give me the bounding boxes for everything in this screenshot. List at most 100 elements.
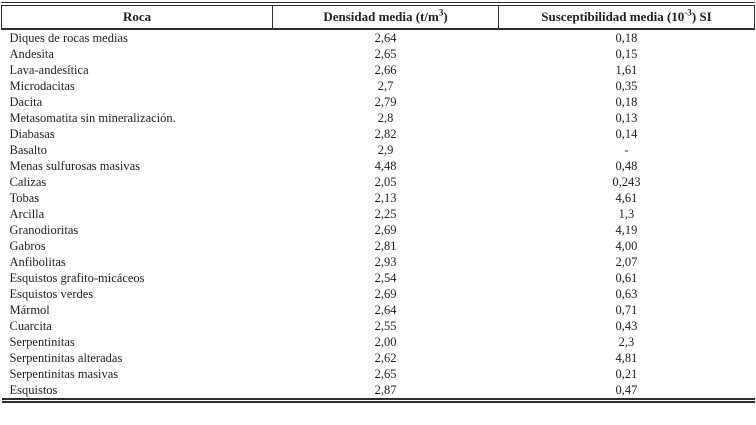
table-row: Microdacitas 2,7 0,35 [2, 78, 755, 94]
cell-roca: Arcilla [9, 207, 45, 221]
cell-susceptibilidad: 4,81 [615, 351, 638, 365]
table-row: Calizas 2,05 0,243 [2, 174, 755, 190]
table-row: Arcilla 2,25 1,3 [2, 206, 755, 222]
cell-roca: Mármol [9, 303, 50, 317]
table-row: Serpentinitas 2,00 2,3 [2, 334, 755, 350]
header-densidad: Densidad media (t/m3) [272, 4, 499, 30]
cell-densidad: 2,66 [374, 63, 397, 77]
cell-susceptibilidad: 2,3 [618, 335, 635, 349]
cell-susceptibilidad: 0,21 [615, 367, 638, 381]
cell-roca: Metasomatita sin mineralización. [9, 111, 176, 125]
cell-susceptibilidad: 4,00 [615, 239, 638, 253]
header-densidad-label: Densidad media (t/m [323, 9, 439, 24]
cell-roca: Calizas [9, 175, 47, 189]
header-roca-label: Roca [122, 9, 152, 24]
cell-densidad: 2,69 [374, 287, 397, 301]
cell-susceptibilidad: 4,61 [615, 191, 638, 205]
table-row: Mármol 2,64 0,71 [2, 302, 755, 318]
cell-densidad: 2,64 [374, 303, 397, 317]
header-susceptibilidad-label: Susceptibilidad media (10 [541, 9, 685, 24]
cell-susceptibilidad: 0,18 [615, 95, 638, 109]
table-row: Diques de rocas medias 2,64 0,18 [2, 29, 755, 46]
cell-susceptibilidad: 0,71 [615, 303, 638, 317]
cell-densidad: 2,82 [374, 127, 397, 141]
table-row: Serpentinitas alteradas 2,62 4,81 [2, 350, 755, 366]
header-densidad-sup: 3 [438, 7, 444, 18]
table-row: Anfibolitas 2,93 2,07 [2, 254, 755, 270]
cell-densidad: 2,93 [374, 255, 397, 269]
cell-densidad: 2,81 [374, 239, 397, 253]
cell-susceptibilidad: 0,243 [612, 175, 641, 189]
cell-densidad: 2,9 [377, 143, 394, 157]
header-row: Roca Densidad media (t/m3) Susceptibilid… [0, 4, 756, 30]
cell-densidad: 2,25 [374, 207, 397, 221]
cell-susceptibilidad: 0,18 [615, 31, 638, 45]
cell-roca: Cuarcita [9, 319, 52, 333]
cell-susceptibilidad: 0,43 [615, 319, 638, 333]
cell-susceptibilidad: 1,61 [615, 63, 638, 77]
table-row: Dacita 2,79 0,18 [2, 94, 755, 110]
cell-susceptibilidad: 2,07 [615, 255, 638, 269]
cell-roca: Diques de rocas medias [9, 31, 128, 45]
table-row: Tobas 2,13 4,61 [2, 190, 755, 206]
table-row: Esquistos 2,87 0,47 [2, 382, 755, 401]
cell-roca: Lava-andesítica [9, 63, 89, 77]
cell-roca: Gabros [9, 239, 46, 253]
header-susceptibilidad: Susceptibilidad media (10-3) SI [497, 4, 756, 30]
table-row: Metasomatita sin mineralización. 2,8 0,1… [2, 110, 755, 126]
cell-densidad: 2,00 [374, 335, 397, 349]
cell-susceptibilidad: 0,13 [615, 111, 638, 125]
table-row: Serpentinitas masivas 2,65 0,21 [2, 366, 755, 382]
cell-roca: Serpentinitas masivas [9, 367, 119, 381]
cell-susceptibilidad: - [624, 143, 629, 157]
header-susceptibilidad-sup: -3 [684, 7, 692, 18]
cell-densidad: 2,65 [374, 367, 397, 381]
table-row: Menas sulfurosas masivas 4,48 0,48 [2, 158, 755, 174]
cell-roca: Andesita [9, 47, 54, 61]
cell-densidad: 2,64 [374, 31, 397, 45]
cell-susceptibilidad: 0,47 [615, 383, 638, 397]
cell-susceptibilidad: 0,48 [615, 159, 638, 173]
table-row: Cuarcita 2,55 0,43 [2, 318, 755, 334]
cell-densidad: 4,48 [374, 159, 397, 173]
table-row: Granodioritas 2,69 4,19 [2, 222, 755, 238]
cell-densidad: 2,69 [374, 223, 397, 237]
cell-densidad: 2,05 [374, 175, 397, 189]
cell-roca: Diabasas [9, 127, 55, 141]
header-densidad-close: ) [443, 9, 448, 24]
cell-densidad: 2,54 [374, 271, 397, 285]
cell-susceptibilidad: 0,61 [615, 271, 638, 285]
cell-roca: Serpentinitas alteradas [9, 351, 123, 365]
cell-roca: Tobas [9, 191, 40, 205]
table-row: Esquistos grafito-micáceos 2,54 0,61 [2, 270, 755, 286]
cell-densidad: 2,62 [374, 351, 397, 365]
table-row: Diabasas 2,82 0,14 [2, 126, 755, 142]
cell-roca: Esquistos verdes [9, 287, 94, 301]
table-row: Basalto 2,9 - [2, 142, 755, 158]
cell-densidad: 2,65 [374, 47, 397, 61]
cell-susceptibilidad: 4,19 [615, 223, 638, 237]
cell-susceptibilidad: 0,63 [615, 287, 638, 301]
table-row: Esquistos verdes 2,69 0,63 [2, 286, 755, 302]
cell-densidad: 2,79 [374, 95, 397, 109]
table-header: Roca Densidad media (t/m3) Susceptibilid… [0, 4, 756, 30]
cell-densidad: 2,13 [374, 191, 397, 205]
table-row: Lava-andesítica 2,66 1,61 [2, 62, 755, 78]
cell-susceptibilidad: 1,3 [618, 207, 635, 221]
table-body: Diques de rocas medias 2,64 0,18 Andesit… [2, 29, 755, 401]
cell-roca: Granodioritas [9, 223, 79, 237]
table-row: Andesita 2,65 0,15 [2, 46, 755, 62]
cell-roca: Esquistos grafito-micáceos [9, 271, 145, 285]
cell-susceptibilidad: 0,14 [615, 127, 638, 141]
cell-roca: Serpentinitas [9, 335, 75, 349]
cell-densidad: 2,87 [374, 383, 397, 397]
cell-densidad: 2,55 [374, 319, 397, 333]
cell-roca: Dacita [9, 95, 43, 109]
cell-roca: Microdacitas [9, 79, 75, 93]
cell-roca: Menas sulfurosas masivas [9, 159, 141, 173]
cell-susceptibilidad: 0,15 [615, 47, 638, 61]
rock-properties-table: Roca Densidad media (t/m3) Susceptibilid… [0, 2, 756, 403]
cell-densidad: 2,8 [377, 111, 394, 125]
cell-roca: Anfibolitas [9, 255, 66, 269]
table-row: Gabros 2,81 4,00 [2, 238, 755, 254]
